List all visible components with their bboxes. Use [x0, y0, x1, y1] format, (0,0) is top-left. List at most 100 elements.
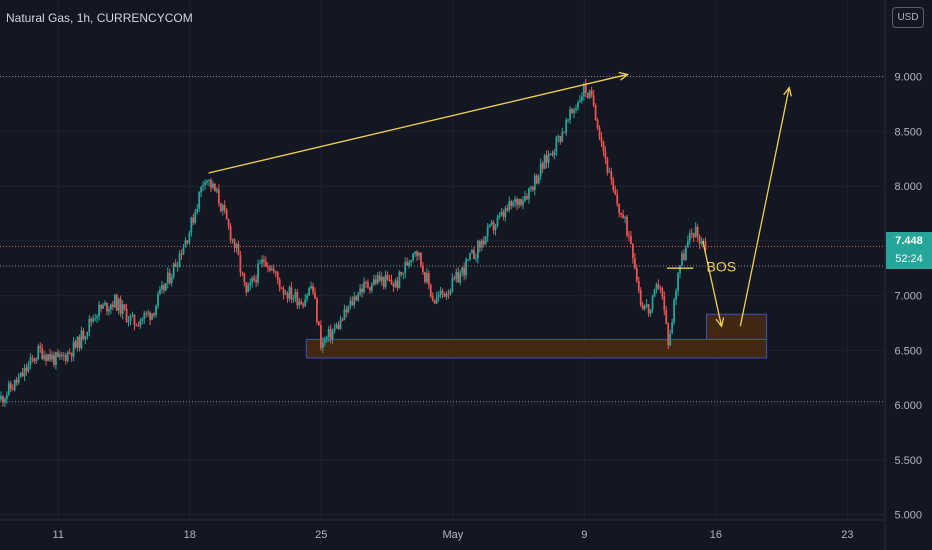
candle-body — [174, 263, 177, 267]
candle-body — [527, 188, 530, 200]
candle-body — [55, 352, 57, 365]
candle-body — [21, 372, 24, 377]
candle-body — [145, 313, 148, 315]
candle-body — [567, 119, 570, 121]
candle-body — [133, 314, 136, 326]
candle-body — [467, 259, 469, 261]
candle-body — [60, 354, 63, 356]
candle-body — [247, 285, 250, 293]
candle-body — [635, 268, 638, 281]
candle-body — [600, 137, 603, 143]
candle-body — [345, 309, 348, 313]
candle-body — [239, 255, 242, 273]
candle-body — [471, 250, 473, 254]
candle-body — [333, 328, 336, 331]
candle-body — [215, 189, 218, 192]
candle-body — [370, 284, 373, 291]
candle-body — [76, 336, 79, 348]
candle-body — [184, 240, 187, 248]
candle-body — [341, 319, 344, 321]
candle-body — [673, 299, 676, 323]
candle-body — [316, 298, 318, 322]
candle-body — [553, 151, 556, 156]
candle-body — [78, 336, 81, 349]
candle-body — [620, 212, 623, 215]
price-axis[interactable]: 9.0008.5008.0007.5007.0006.5006.0005.500… — [894, 72, 922, 522]
candle-body — [7, 383, 10, 395]
candle-body — [584, 84, 587, 94]
candle-body — [455, 272, 458, 279]
candle-body — [557, 135, 560, 138]
candle-body — [188, 232, 191, 243]
candle-body — [643, 305, 646, 310]
candle-body — [400, 271, 403, 275]
candle-body — [551, 153, 554, 156]
candle-body — [72, 341, 75, 357]
time-tick-label: 9 — [581, 529, 587, 541]
candle-body — [208, 179, 210, 181]
candle-body — [408, 261, 411, 266]
candle-body — [378, 275, 381, 282]
demand-zones — [305, 313, 768, 359]
candle-body — [531, 187, 534, 191]
candle-body — [310, 286, 312, 288]
candle-body — [168, 272, 171, 284]
candle-body — [398, 271, 401, 289]
currency-badge[interactable]: USD — [892, 7, 924, 28]
candle-body — [606, 158, 609, 173]
candle-body — [304, 299, 307, 307]
candle-body — [580, 96, 583, 101]
candle-body — [647, 304, 650, 314]
candle-body — [123, 304, 126, 309]
candle-body — [288, 287, 291, 299]
candle-body — [649, 309, 652, 314]
candle-body — [66, 352, 69, 362]
candle-body — [435, 297, 438, 304]
time-axis[interactable]: 11 18 25 May 9 16 23 — [53, 529, 854, 541]
candle-body — [679, 265, 681, 274]
candle-body — [604, 151, 607, 159]
candle-body — [374, 279, 377, 284]
candle-body — [425, 273, 428, 282]
candle-body — [162, 285, 165, 291]
candle-body — [388, 279, 391, 281]
candle-body — [633, 258, 636, 269]
candle-body — [282, 289, 285, 295]
candle-body — [35, 359, 38, 362]
candle-body — [537, 176, 540, 184]
candle-body — [321, 341, 324, 348]
candle-body — [422, 265, 424, 273]
candle-body — [227, 219, 230, 227]
time-tick-label: 23 — [841, 529, 853, 541]
candle-body — [363, 282, 365, 293]
candle-body — [92, 318, 95, 322]
candle-body — [337, 324, 340, 329]
candle-body — [402, 272, 405, 275]
candle-body — [694, 227, 697, 238]
candle-body — [109, 304, 112, 310]
candle-body — [141, 318, 144, 321]
price-tick-label: 6.500 — [894, 345, 922, 357]
candle-body — [233, 239, 236, 248]
candle-body — [135, 325, 138, 327]
candle-body — [573, 109, 575, 114]
candle-body — [302, 304, 305, 307]
candle-body — [286, 293, 289, 299]
candle-body — [655, 284, 658, 291]
candle-body — [608, 171, 611, 173]
candle-body — [684, 247, 687, 260]
candle-body — [561, 132, 564, 142]
candle-body — [683, 253, 685, 260]
symbol-title[interactable]: Natural Gas, 1h, CURRENCYCOM — [6, 11, 193, 25]
candle-body — [579, 100, 581, 103]
candle-body — [182, 247, 185, 255]
candle-body — [492, 222, 495, 231]
candle-body — [372, 279, 375, 285]
candle-body — [137, 325, 140, 327]
candle-body — [294, 291, 297, 298]
candle-body — [355, 296, 358, 301]
candle-body — [170, 277, 173, 284]
candle-body — [412, 253, 415, 261]
candle-body — [263, 259, 265, 262]
